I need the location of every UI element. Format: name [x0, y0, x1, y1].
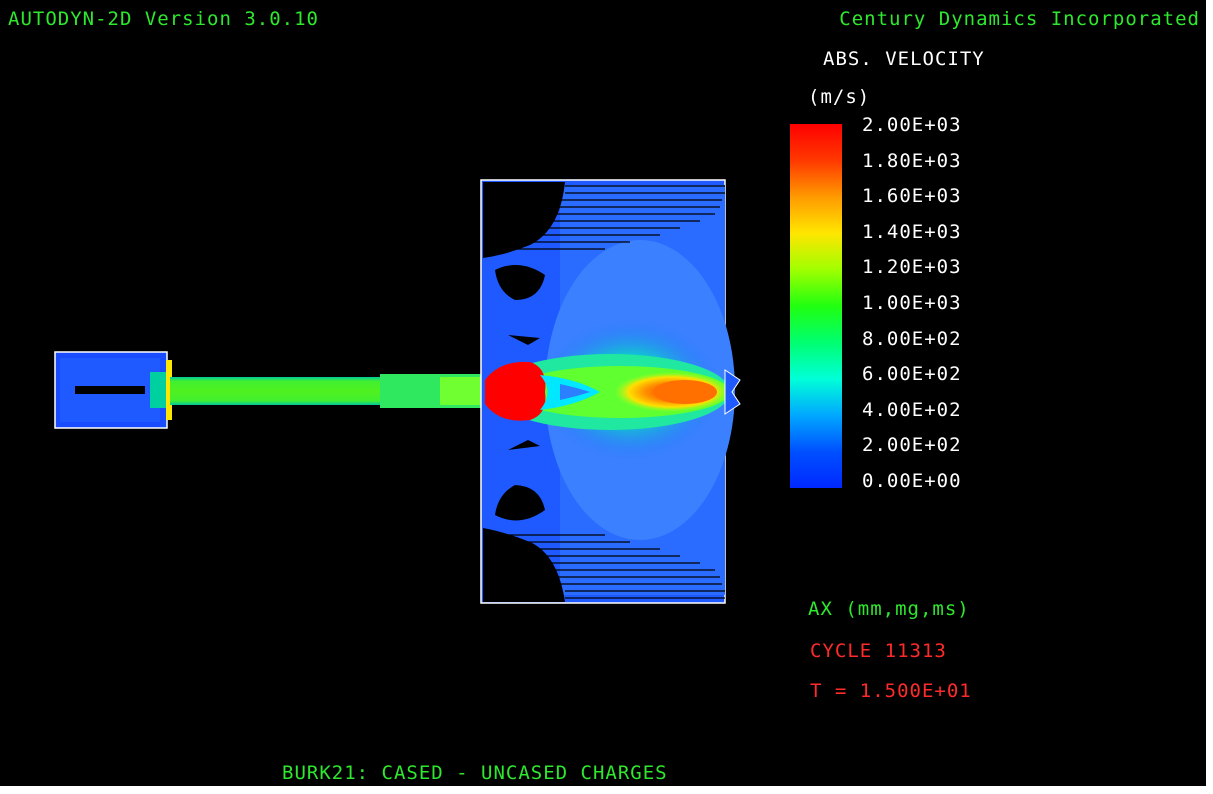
legend-tick: 1.80E+03	[862, 150, 962, 172]
header-title: AUTODYN-2D Version 3.0.10	[8, 8, 319, 30]
units-system: AX (mm,mg,ms)	[808, 598, 970, 620]
legend-units: (m/s)	[808, 86, 871, 108]
legend-title: ABS. VELOCITY	[823, 48, 985, 70]
legend-tick: 1.40E+03	[862, 221, 962, 243]
legend-tick: 4.00E+02	[862, 399, 962, 421]
legend-tick: 2.00E+03	[862, 114, 962, 136]
velocity-jet	[170, 374, 486, 408]
legend-tick: 0.00E+00	[862, 470, 962, 492]
legend-tick: 1.20E+03	[862, 256, 962, 278]
header-company: Century Dynamics Incorporated	[839, 8, 1200, 30]
simulation-time: T = 1.500E+01	[810, 680, 972, 702]
cased-charge	[54, 351, 172, 429]
legend-color-bar	[790, 124, 842, 488]
legend-tick: 8.00E+02	[862, 328, 962, 350]
legend-tick: 1.60E+03	[862, 185, 962, 207]
cycle-count: CYCLE 11313	[810, 640, 947, 662]
legend-tick: 6.00E+02	[862, 363, 962, 385]
plot-title: BURK21: CASED - UNCASED CHARGES	[282, 762, 668, 784]
target-block	[480, 179, 741, 604]
legend-tick: 1.00E+03	[862, 292, 962, 314]
legend-tick: 2.00E+02	[862, 434, 962, 456]
